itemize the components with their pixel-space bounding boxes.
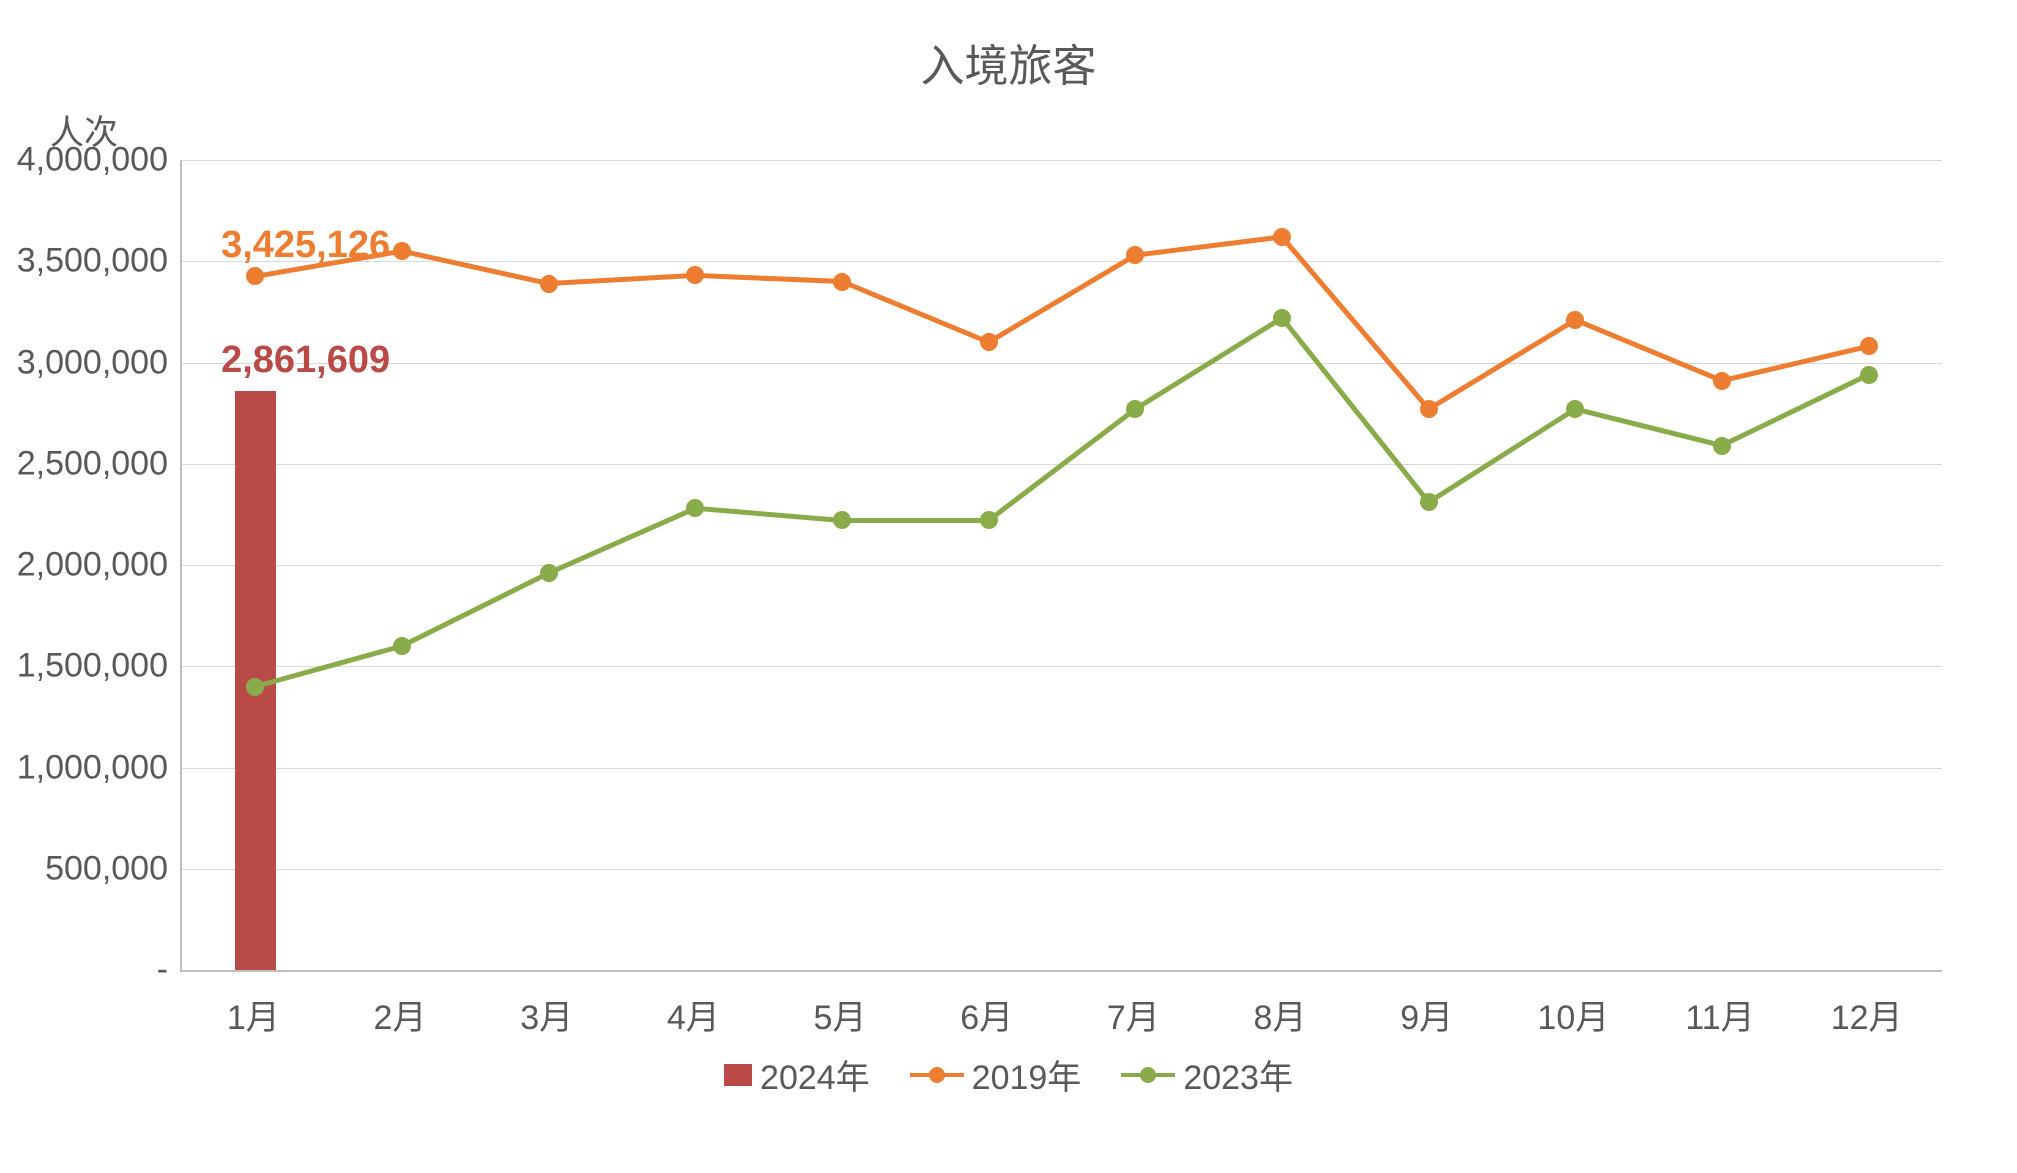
series-2019-marker	[540, 275, 558, 293]
y-tick-label: 500,000	[0, 849, 168, 888]
gridline	[182, 261, 1942, 262]
series-2019-marker	[1273, 228, 1291, 246]
gridline	[182, 565, 1942, 566]
y-tick-label: 2,500,000	[0, 444, 168, 483]
legend-item-line_2019: 2019年	[910, 1050, 1082, 1099]
series-2019-marker	[1713, 372, 1731, 390]
series-2023-marker	[393, 637, 411, 655]
series-2023-marker	[246, 678, 264, 696]
x-tick-label: 4月	[667, 990, 720, 1039]
legend-swatch-line	[1121, 1064, 1175, 1086]
legend-label: 2019年	[972, 1050, 1082, 1099]
gridline	[182, 363, 1942, 364]
series-2023-marker	[1420, 493, 1438, 511]
x-tick-label: 7月	[1107, 990, 1160, 1039]
series-2023-marker	[1566, 400, 1584, 418]
x-tick-label: 6月	[960, 990, 1013, 1039]
series-2023-marker	[1273, 309, 1291, 327]
series-2019-marker	[833, 273, 851, 291]
y-tick-label: 1,500,000	[0, 647, 168, 686]
series-2019-marker	[1420, 400, 1438, 418]
x-tick-label: 5月	[814, 990, 867, 1039]
series-2019-marker	[246, 267, 264, 285]
series-2023-marker	[540, 564, 558, 582]
series-2019-marker	[1566, 311, 1584, 329]
legend-item-line_2023: 2023年	[1121, 1050, 1293, 1099]
series-2019-marker	[686, 266, 704, 284]
visitor-arrivals-chart: 入境旅客 人次 2024年2019年2023年 -500,0001,000,00…	[0, 0, 2017, 1173]
x-tick-label: 8月	[1254, 990, 1307, 1039]
series-2019-data-label: 3,425,126	[221, 224, 390, 267]
x-tick-label: 10月	[1537, 990, 1609, 1039]
series-2019-marker	[1860, 337, 1878, 355]
x-tick-label: 1月	[227, 990, 280, 1039]
gridline	[182, 768, 1942, 769]
y-tick-label: 2,000,000	[0, 546, 168, 585]
series-2023-marker	[833, 511, 851, 529]
series-2023-marker	[1126, 400, 1144, 418]
gridline	[182, 666, 1942, 667]
gridline	[182, 464, 1942, 465]
series-2019-marker	[393, 242, 411, 260]
y-tick-label: 3,500,000	[0, 242, 168, 281]
series-2023-marker	[980, 511, 998, 529]
series-2023-marker	[1713, 437, 1731, 455]
plot-area	[180, 160, 1942, 972]
gridline	[182, 869, 1942, 870]
legend-label: 2023年	[1183, 1050, 1293, 1099]
y-tick-label: 1,000,000	[0, 748, 168, 787]
legend-item-bar_2024: 2024年	[724, 1050, 870, 1099]
x-tick-label: 11月	[1685, 990, 1754, 1039]
series-2019-marker	[1126, 246, 1144, 264]
legend: 2024年 2019年 2023年	[0, 1050, 2017, 1099]
x-tick-label: 9月	[1400, 990, 1453, 1039]
series-2023-marker	[1860, 366, 1878, 384]
y-tick-label: -	[0, 951, 168, 990]
series-2019-marker	[980, 333, 998, 351]
x-tick-label: 12月	[1831, 990, 1903, 1039]
legend-swatch-bar	[724, 1064, 752, 1086]
x-tick-label: 3月	[520, 990, 573, 1039]
gridline	[182, 160, 1942, 161]
bar-2024-data-label: 2,861,609	[221, 339, 390, 382]
x-tick-label: 2月	[374, 990, 427, 1039]
legend-swatch-line	[910, 1064, 964, 1086]
legend-label: 2024年	[760, 1050, 870, 1099]
y-tick-label: 4,000,000	[0, 141, 168, 180]
series-2023-marker	[686, 499, 704, 517]
y-tick-label: 3,000,000	[0, 343, 168, 382]
chart-title: 入境旅客	[0, 30, 2017, 94]
